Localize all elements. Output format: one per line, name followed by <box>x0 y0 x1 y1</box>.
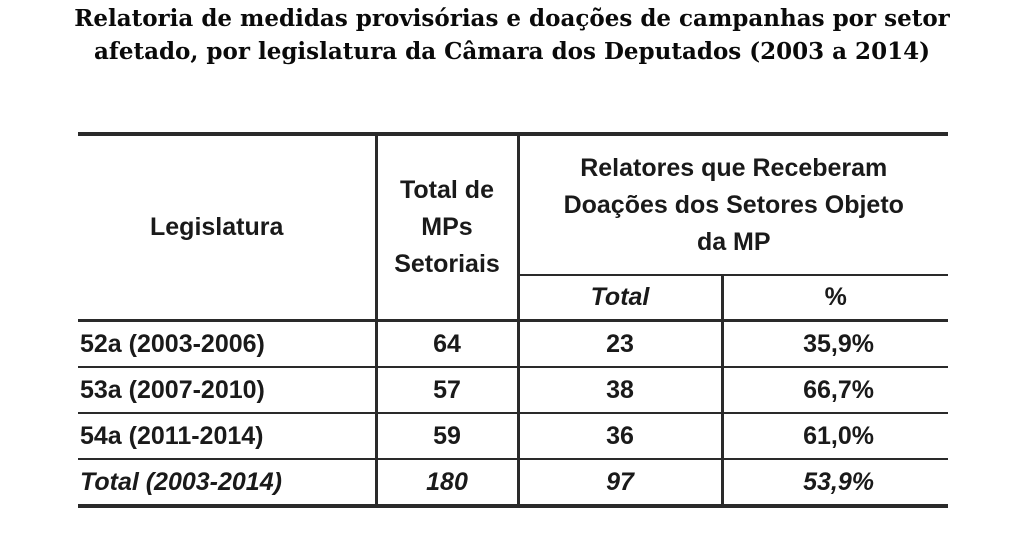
header-relatores: Relatores que Receberam Doações dos Seto… <box>518 132 948 276</box>
table-footer: Total (2003-2014) 180 97 53,9% <box>78 458 948 508</box>
subheader-percent: % <box>722 275 948 322</box>
total-row-total: 97 <box>518 458 724 508</box>
table-header: Legislatura Total de MPs Setoriais Relat… <box>78 132 948 322</box>
cell-total-mps: 59 <box>376 413 520 460</box>
header-total-mps-line-1: Total de <box>400 176 494 204</box>
data-table: Legislatura Total de MPs Setoriais Relat… <box>78 132 948 508</box>
table-body: 52a (2003-2006) 64 23 35,9% 53a (2007-20… <box>78 320 948 460</box>
header-legislatura: Legislatura <box>78 132 378 322</box>
total-row: Total (2003-2014) 180 97 53,9% <box>78 458 948 508</box>
table-row: 54a (2011-2014) 59 36 61,0% <box>78 413 948 460</box>
header-total-mps-line-3: Setoriais <box>394 250 500 278</box>
title-line-2: afetado, por legislatura da Câmara dos D… <box>94 38 930 65</box>
cell-legislatura: 52a (2003-2006) <box>78 320 378 368</box>
cell-percent: 61,0% <box>722 413 948 460</box>
cell-total: 23 <box>518 320 724 368</box>
cell-legislatura: 54a (2011-2014) <box>78 413 378 460</box>
title-line-1: Relatoria de medidas provisórias e doaçõ… <box>74 5 950 32</box>
cell-legislatura: 53a (2007-2010) <box>78 367 378 414</box>
cell-percent: 66,7% <box>722 367 948 414</box>
total-row-percent: 53,9% <box>722 458 948 508</box>
total-row-label: Total (2003-2014) <box>78 458 378 508</box>
header-relatores-line-2: Doações dos Setores Objeto <box>563 190 904 219</box>
header-total-mps: Total de MPs Setoriais <box>376 132 520 322</box>
total-row-mps: 180 <box>376 458 520 508</box>
cell-total: 38 <box>518 367 724 414</box>
header-relatores-line-1: Relatores que Receberam <box>580 153 888 182</box>
cell-total: 36 <box>518 413 724 460</box>
header-relatores-line-3: da MP <box>696 227 771 256</box>
table-row: 52a (2003-2006) 64 23 35,9% <box>78 320 948 368</box>
cell-total-mps: 64 <box>376 320 520 368</box>
header-total-mps-line-2: MPs <box>421 213 473 241</box>
cell-percent: 35,9% <box>722 320 948 368</box>
page-title: Relatoria de medidas provisórias e doaçõ… <box>0 2 1024 68</box>
table-row: 53a (2007-2010) 57 38 66,7% <box>78 367 948 414</box>
subheader-total: Total <box>518 275 724 322</box>
cell-total-mps: 57 <box>376 367 520 414</box>
